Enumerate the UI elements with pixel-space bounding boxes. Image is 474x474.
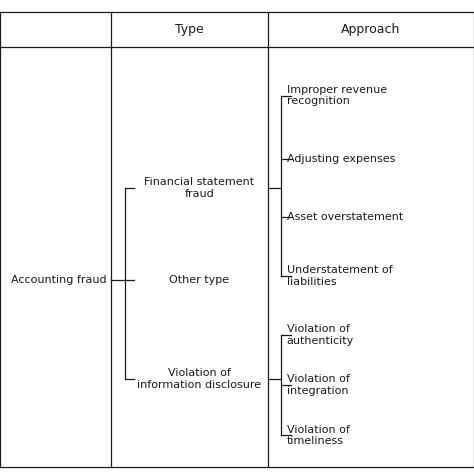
Text: Type: Type [175, 23, 204, 36]
Text: Approach: Approach [341, 23, 401, 36]
Text: Asset overstatement: Asset overstatement [287, 212, 403, 222]
Text: Violation of
integration: Violation of integration [287, 374, 350, 396]
Text: Violation of
information disclosure: Violation of information disclosure [137, 368, 261, 390]
Text: Financial statement
fraud: Financial statement fraud [144, 177, 254, 199]
Text: Improper revenue
recognition: Improper revenue recognition [287, 85, 387, 107]
Text: Violation of
timeliness: Violation of timeliness [287, 425, 350, 446]
Text: Adjusting expenses: Adjusting expenses [287, 154, 395, 164]
Text: Violation of
authenticity: Violation of authenticity [287, 324, 354, 346]
Text: Accounting fraud: Accounting fraud [11, 275, 107, 285]
Text: Understatement of
liabilities: Understatement of liabilities [287, 265, 392, 287]
Text: Other type: Other type [169, 275, 229, 285]
